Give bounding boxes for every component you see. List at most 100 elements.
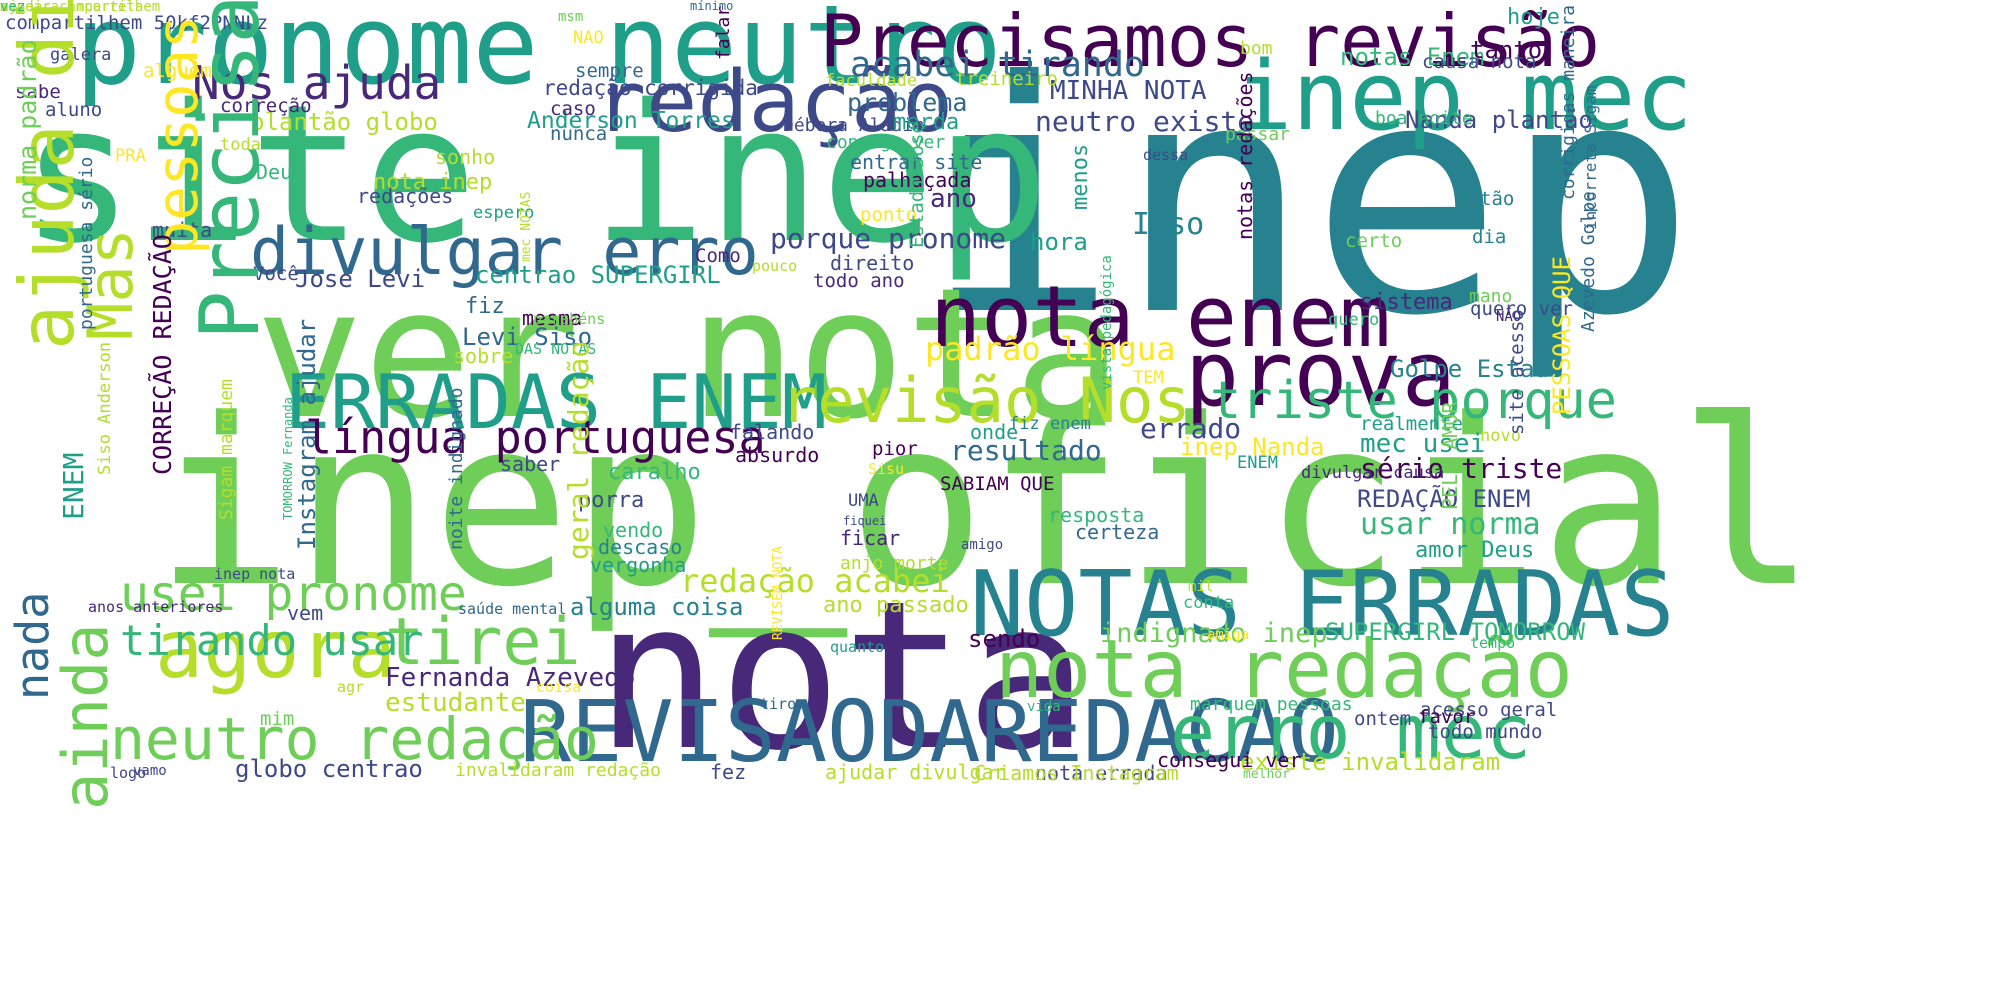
cloud-word: SABIAM QUE [940, 473, 1055, 495]
cloud-word: geral redação [562, 340, 595, 560]
cloud-word: inep_oficial [155, 371, 1817, 638]
cloud-word: saber [500, 452, 561, 476]
cloud-word: prova [1185, 322, 1456, 427]
cloud-word: absurdo [735, 443, 820, 467]
cloud-word: dessa [1143, 146, 1189, 164]
cloud-word: mec usei [1360, 429, 1486, 459]
cloud-word: Nanda plantão [1405, 106, 1593, 134]
cloud-word: REDAÇÃO ENEM [1357, 485, 1531, 513]
cloud-word: mínimo [690, 0, 734, 13]
cloud-word: consigo ver [826, 132, 946, 153]
cloud-word: aluno [45, 99, 103, 121]
cloud-word: Isso [1132, 207, 1205, 242]
cloud-word: melhor [1243, 767, 1290, 782]
cloud-word: pronome neutro [75, 0, 1003, 109]
cloud-word: dia [1472, 226, 1507, 248]
cloud-word: bom [1240, 38, 1273, 59]
cloud-word: logo [110, 764, 147, 782]
cloud-word: porque pronome [770, 222, 1007, 255]
cloud-word: amiga [1207, 627, 1250, 643]
cloud-word: Jose Levi [295, 265, 426, 293]
cloud-word: ERRADAS ENEM [285, 358, 827, 446]
cloud-word: revisão Nos [780, 364, 1191, 437]
cloud-word: sonho [435, 145, 496, 169]
cloud-word: acabei tirando [850, 45, 1146, 85]
cloud-word: língua portuguesa [305, 411, 766, 464]
cloud-word: site acesso [1506, 309, 1528, 435]
cloud-word: tirei [385, 605, 581, 680]
cloud-word: notas redações [1233, 71, 1257, 240]
cloud-word: fiz enem [1009, 414, 1091, 434]
cloud-word: marquem pessoas [1190, 694, 1353, 715]
cloud-word: MINHA NOTA [1050, 76, 1207, 106]
cloud-word: Golpe Estado [1390, 355, 1564, 383]
cloud-word: PESSOAS QUE [1548, 256, 1576, 415]
cloud-word: existe invalidaram [1240, 748, 1501, 776]
cloud-word: toda [220, 135, 261, 155]
cloud-word: fiz [465, 294, 505, 319]
cloud-word: divulgar erro [250, 215, 759, 290]
cloud-word: merda [893, 110, 960, 135]
cloud-word: DAS NOTAS [515, 340, 597, 358]
cloud-word: inep [925, 14, 1696, 386]
cloud-word: ainda [49, 623, 122, 810]
cloud-word: amor Deus [1415, 538, 1535, 563]
cloud-word: UMA [848, 491, 879, 511]
cloud-word: Precisamos revisão [820, 0, 1601, 83]
cloud-word: ver nota [255, 250, 1122, 459]
cloud-word: fez [710, 760, 747, 784]
cloud-word: faculdade [825, 71, 918, 91]
cloud-word: Precisamos [183, 0, 278, 340]
cloud-word: vez [0, 0, 26, 15]
cloud-word: tanto [1470, 36, 1543, 64]
cloud-word: agr [337, 678, 365, 696]
cloud-word: anjo morte [840, 553, 949, 574]
cloud-word: Siso Anderson [95, 341, 115, 475]
cloud-word: hoje [1507, 5, 1560, 30]
cloud-word: mano [1469, 286, 1513, 307]
cloud-word: pior [872, 438, 918, 460]
cloud-word: porra [578, 488, 645, 513]
cloud-word: nota [595, 558, 1089, 796]
cloud-word: divulgar causa [1301, 463, 1445, 483]
cloud-word: mesma [522, 306, 583, 330]
cloud-word: msm [558, 9, 584, 25]
cloud-word: acesso geral [1420, 699, 1558, 721]
cloud-word: sabe [15, 81, 61, 103]
cloud-word: ajudar compartilhem [0, 0, 161, 15]
cloud-word: TEM [1133, 368, 1164, 388]
cloud-word: nota redação [995, 623, 1573, 716]
cloud-word: nota errada [1035, 761, 1168, 785]
cloud-word: Sigam marquem [216, 379, 237, 520]
cloud-word: Fernanda Azevedo [385, 663, 636, 693]
cloud-word: causa nota [1422, 51, 1537, 73]
cloud-word: consegui ver [1157, 748, 1302, 772]
cloud-word: NÃO [1496, 309, 1522, 325]
cloud-word: inep Nanda [1180, 433, 1325, 461]
cloud-word: REVISAODAREDACAO [520, 683, 1339, 782]
cloud-word: PELO AMOR [1438, 401, 1462, 510]
cloud-word: mil [1188, 579, 1214, 595]
cloud-word: boa noite [1375, 108, 1473, 129]
cloud-word: certeza [1075, 520, 1160, 544]
cloud-word: erro mec [1170, 688, 1532, 776]
cloud-word: conta [1183, 593, 1235, 613]
cloud-word: sempre [575, 60, 644, 82]
cloud-word: maneira incorreta [0, 0, 144, 15]
cloud-word: correção [220, 95, 312, 117]
cloud-word: ano [930, 184, 977, 214]
cloud-word: ano passado [823, 593, 969, 618]
cloud-word: pouco [752, 257, 798, 275]
cloud-word: resultado [950, 434, 1102, 467]
cloud-word: caralho [608, 460, 701, 485]
cloud-word: REVISEM NOTA [771, 546, 786, 640]
cloud-word: redação [595, 53, 954, 152]
cloud-word: problema [847, 88, 968, 117]
cloud-word: indignado inep [1100, 618, 1328, 649]
cloud-word: quanto [830, 638, 885, 656]
cloud-word: inep mec [1235, 42, 1693, 152]
cloud-word: vergonha [590, 553, 687, 577]
cloud-word: NAO [573, 28, 604, 48]
cloud-word: hora [1030, 228, 1088, 256]
cloud-word: neutro existe [1035, 105, 1255, 138]
